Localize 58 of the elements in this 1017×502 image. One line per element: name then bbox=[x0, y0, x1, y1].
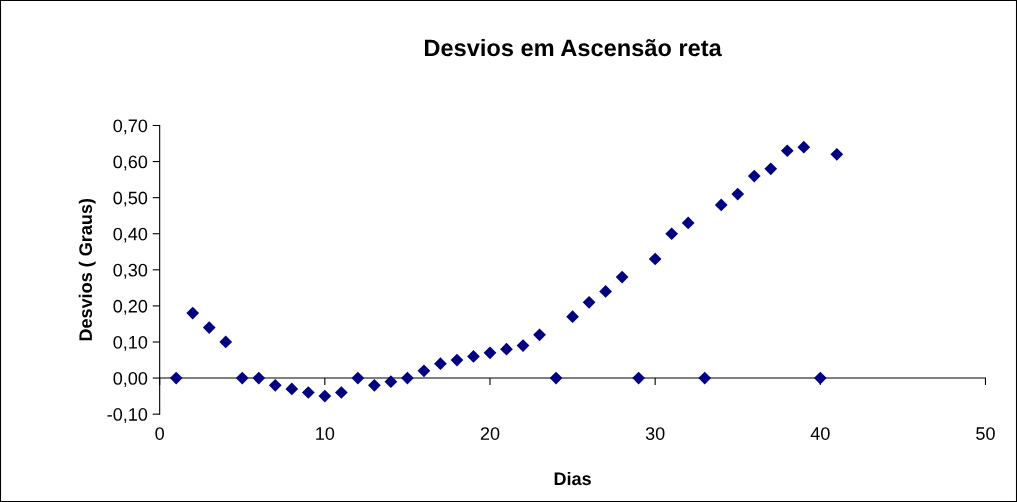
y-tick-label: 0,30 bbox=[113, 263, 148, 279]
point bbox=[549, 371, 563, 385]
point bbox=[417, 364, 431, 378]
point bbox=[797, 140, 811, 154]
point bbox=[764, 162, 778, 176]
x-tick-label: 20 bbox=[480, 427, 500, 440]
y-tick-label: 0,10 bbox=[113, 335, 148, 351]
point bbox=[235, 371, 249, 385]
point bbox=[665, 227, 679, 241]
point bbox=[483, 346, 497, 360]
point bbox=[648, 252, 662, 266]
point bbox=[615, 270, 629, 284]
point bbox=[698, 371, 712, 385]
point bbox=[434, 357, 447, 370]
point bbox=[219, 335, 233, 349]
point bbox=[334, 386, 348, 399]
y-tick-label: -0,10 bbox=[107, 408, 148, 423]
point bbox=[384, 375, 398, 389]
point bbox=[500, 342, 513, 356]
point bbox=[467, 350, 480, 363]
point bbox=[169, 371, 183, 385]
y-tick-label: 0,60 bbox=[113, 155, 148, 171]
point bbox=[714, 198, 728, 212]
y-tick-label: 0,40 bbox=[113, 227, 148, 243]
point bbox=[813, 371, 827, 385]
point bbox=[681, 216, 695, 230]
point bbox=[401, 371, 414, 385]
x-tick-label: 0 bbox=[155, 427, 164, 440]
point bbox=[533, 328, 546, 342]
point bbox=[780, 144, 794, 158]
point bbox=[747, 169, 761, 183]
y-axis-title: Desvios ( Graus) bbox=[78, 198, 96, 341]
point bbox=[830, 148, 844, 161]
chart-title: Desvios em Ascensão reta bbox=[424, 38, 722, 57]
point bbox=[731, 187, 745, 201]
y-tick-label: 0,20 bbox=[113, 299, 148, 315]
point bbox=[186, 306, 200, 320]
point bbox=[632, 371, 645, 385]
point bbox=[368, 378, 381, 392]
y-tick-label: 0,70 bbox=[113, 119, 148, 135]
x-tick-label: 40 bbox=[810, 427, 830, 440]
x-tick-label: 10 bbox=[316, 427, 335, 440]
point bbox=[301, 386, 315, 399]
point bbox=[202, 321, 216, 334]
point bbox=[582, 295, 596, 309]
point bbox=[268, 378, 282, 392]
x-tick-label: 30 bbox=[645, 427, 665, 440]
y-tick-label: 0,50 bbox=[113, 191, 148, 207]
point bbox=[285, 382, 299, 396]
point bbox=[318, 389, 332, 403]
x-tick-label: 50 bbox=[976, 427, 995, 440]
point bbox=[252, 371, 266, 385]
point bbox=[599, 285, 612, 298]
point bbox=[566, 310, 579, 324]
x-axis-title: Dias bbox=[554, 471, 591, 486]
point bbox=[450, 353, 464, 367]
y-tick-label: 0,00 bbox=[113, 372, 148, 387]
point bbox=[351, 371, 365, 385]
